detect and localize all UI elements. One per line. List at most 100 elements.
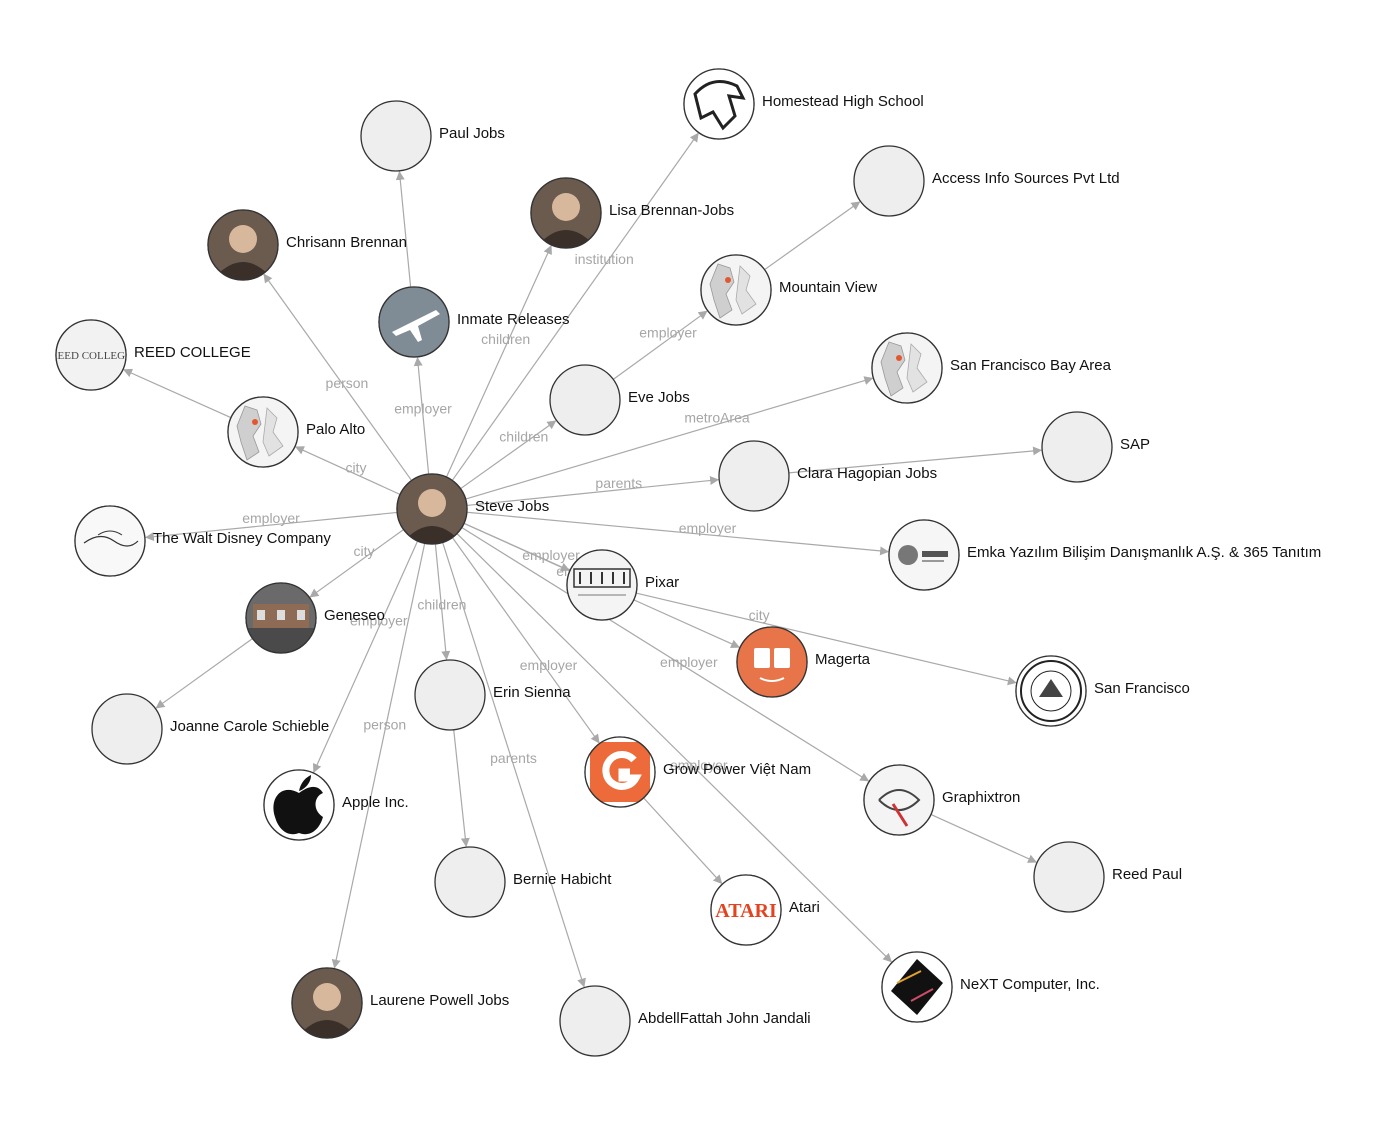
edge-clara-to-sap bbox=[788, 446, 1043, 474]
map-icon bbox=[701, 255, 771, 325]
node-emka[interactable]: Emka Yazılım Bilişim Danışmanlık A.Ş. & … bbox=[888, 519, 1321, 591]
book-logo-icon bbox=[737, 627, 807, 697]
node-label: Inmate Releases bbox=[457, 311, 570, 328]
node-ring bbox=[1015, 655, 1087, 727]
node-reed[interactable]: REED COLLEGE REED COLLEGE bbox=[50, 319, 251, 391]
node-geneseo[interactable]: Geneseo bbox=[245, 582, 385, 654]
node-circle[interactable] bbox=[1041, 411, 1113, 483]
edge-steve-to-growpower bbox=[451, 537, 600, 744]
node-ring bbox=[396, 473, 468, 545]
node-ring bbox=[227, 396, 299, 468]
node-homestead[interactable]: Homestead High School bbox=[683, 68, 924, 140]
node-circle[interactable] bbox=[559, 985, 631, 1057]
node-graphixtron[interactable]: Graphixtron bbox=[863, 764, 1020, 836]
edge-label-steve-homestead: institution bbox=[575, 251, 634, 267]
node-label: Reed Paul bbox=[1112, 866, 1182, 883]
edge-steve-to-homestead bbox=[451, 132, 699, 481]
node-label: NeXT Computer, Inc. bbox=[960, 976, 1100, 993]
node-clara[interactable]: Clara Hagopian Jobs bbox=[718, 440, 937, 512]
node-label: The Walt Disney Company bbox=[153, 530, 331, 547]
node-access[interactable]: Access Info Sources Pvt Ltd bbox=[853, 145, 1120, 217]
node-ring bbox=[291, 967, 363, 1039]
disney-logo-icon bbox=[75, 506, 145, 576]
edge-label-steve-laurene: person bbox=[363, 716, 406, 732]
node-joanne[interactable]: Joanne Carole Schieble bbox=[91, 693, 329, 765]
edge-label-steve-inmate: employer bbox=[394, 401, 452, 417]
edge-label-steve-clara: parents bbox=[595, 475, 642, 491]
person-photo-icon bbox=[397, 474, 467, 544]
node-magerta[interactable]: Magerta bbox=[736, 626, 871, 698]
node-label: Magerta bbox=[815, 651, 871, 668]
node-label: Mountain View bbox=[779, 279, 877, 296]
node-apple[interactable]: Apple Inc. bbox=[263, 769, 409, 841]
node-label: Atari bbox=[789, 899, 820, 916]
edge-steve-to-apple bbox=[312, 540, 419, 773]
node-ring bbox=[566, 549, 638, 621]
node-sanfrancisco[interactable]: San Francisco bbox=[1015, 655, 1190, 727]
node-circle[interactable] bbox=[414, 659, 486, 731]
edge-steve-to-inmate bbox=[413, 356, 430, 475]
node-label: Lisa Brennan-Jobs bbox=[609, 202, 734, 219]
node-label: REED COLLEGE bbox=[134, 344, 251, 361]
edge-paloalto-to-reed bbox=[123, 368, 232, 419]
node-ring bbox=[378, 286, 450, 358]
node-circle[interactable] bbox=[549, 364, 621, 436]
edge-label-steve-sfbay: metroArea bbox=[684, 409, 750, 425]
node-label: Homestead High School bbox=[762, 93, 924, 110]
node-abdel[interactable]: AbdellFattah John Jandali bbox=[559, 985, 811, 1057]
next-cube-icon bbox=[882, 952, 952, 1022]
edge-steve-to-next bbox=[456, 533, 893, 963]
node-next[interactable]: NeXT Computer, Inc. bbox=[881, 951, 1100, 1023]
node-reedpaul[interactable]: Reed Paul bbox=[1033, 841, 1182, 913]
edge-steve-to-lisa bbox=[445, 244, 552, 478]
node-disney[interactable]: The Walt Disney Company bbox=[74, 505, 331, 577]
edge-label-pixar-sanfrancisco: city bbox=[749, 607, 770, 623]
node-circle[interactable] bbox=[360, 100, 432, 172]
node-circle[interactable] bbox=[91, 693, 163, 765]
svg-text:REED COLLEGE: REED COLLEGE bbox=[50, 350, 132, 362]
node-ring bbox=[263, 769, 335, 841]
node-sfbay[interactable]: San Francisco Bay Area bbox=[871, 332, 1112, 404]
node-sap[interactable]: SAP bbox=[1041, 411, 1150, 483]
node-circle[interactable] bbox=[718, 440, 790, 512]
node-chrisann[interactable]: Chrisann Brennan bbox=[207, 209, 407, 285]
apple-logo-icon bbox=[264, 770, 334, 840]
edge-label-steve-erin: children bbox=[417, 596, 466, 612]
node-pixar[interactable]: Pixar bbox=[566, 549, 679, 621]
person-photo-icon bbox=[292, 968, 362, 1038]
node-label: AbdellFattah John Jandali bbox=[638, 1010, 811, 1027]
node-bernie[interactable]: Bernie Habicht bbox=[434, 846, 612, 918]
node-ring bbox=[683, 68, 755, 140]
node-atari[interactable]: ATARI Atari bbox=[710, 874, 820, 946]
node-label: Palo Alto bbox=[306, 421, 365, 438]
node-paul[interactable]: Paul Jobs bbox=[360, 100, 505, 172]
node-erin[interactable]: Erin Sienna bbox=[414, 659, 571, 731]
node-ring bbox=[736, 626, 808, 698]
node-steve[interactable]: Steve Jobs bbox=[396, 473, 549, 549]
node-laurene[interactable]: Laurene Powell Jobs bbox=[291, 967, 509, 1043]
node-eve[interactable]: Eve Jobs bbox=[549, 364, 690, 436]
node-label: Graphixtron bbox=[942, 789, 1020, 806]
node-paloalto[interactable]: Palo Alto bbox=[227, 396, 365, 468]
node-ring bbox=[207, 209, 279, 281]
node-label: Grow Power Việt Nam bbox=[663, 761, 811, 778]
node-circle[interactable] bbox=[1033, 841, 1105, 913]
node-growpower[interactable]: Grow Power Việt Nam bbox=[584, 736, 811, 808]
node-circle[interactable] bbox=[434, 846, 506, 918]
node-inmate[interactable]: Inmate Releases bbox=[378, 286, 570, 358]
edge-erin-to-bernie bbox=[453, 729, 470, 848]
pixar-logo-icon bbox=[567, 550, 637, 620]
edge-steve-to-erin bbox=[434, 543, 451, 661]
airplane-icon bbox=[379, 287, 449, 357]
edge-label-steve-emka: employer bbox=[679, 520, 737, 536]
node-ring bbox=[863, 764, 935, 836]
node-ring bbox=[710, 874, 782, 946]
map-icon bbox=[228, 397, 298, 467]
node-ring bbox=[888, 519, 960, 591]
edge-steve-to-paloalto bbox=[294, 446, 401, 496]
node-lisa[interactable]: Lisa Brennan-Jobs bbox=[530, 177, 734, 253]
node-mountainview[interactable]: Mountain View bbox=[700, 254, 877, 326]
node-circle[interactable] bbox=[853, 145, 925, 217]
node-label: Clara Hagopian Jobs bbox=[797, 465, 937, 482]
node-label: Chrisann Brennan bbox=[286, 234, 407, 251]
